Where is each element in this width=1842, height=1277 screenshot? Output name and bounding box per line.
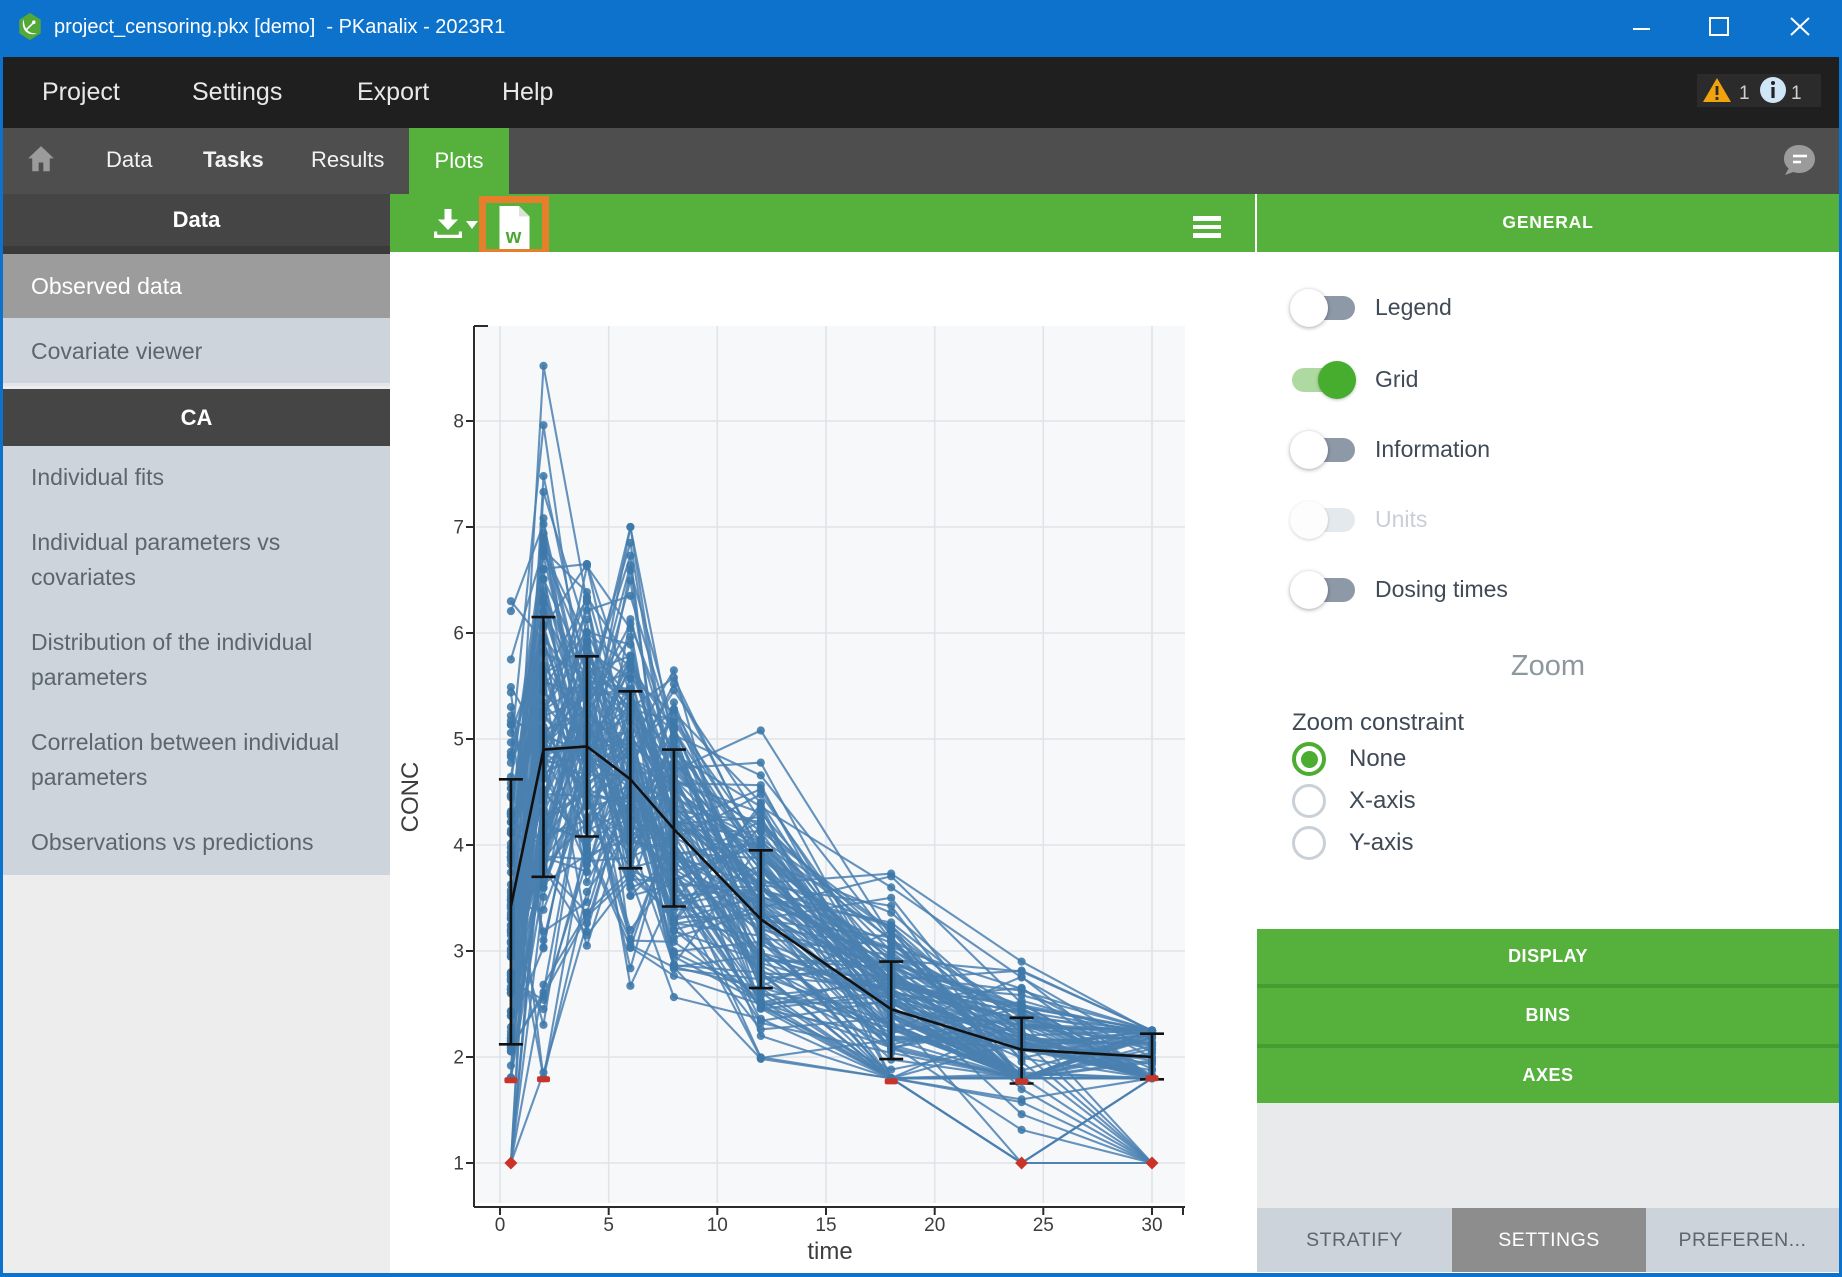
svg-text:20: 20 [924,1215,945,1236]
svg-text:1: 1 [1739,83,1750,104]
svg-text:6: 6 [453,624,464,645]
svg-text:5: 5 [453,730,464,751]
svg-text:7: 7 [453,518,464,539]
svg-text:0: 0 [495,1215,506,1236]
svg-text:4: 4 [453,836,464,857]
svg-text:w: w [505,226,522,248]
svg-text:3: 3 [453,942,464,963]
svg-text:1: 1 [1791,83,1802,104]
svg-text:2: 2 [453,1048,464,1069]
svg-text:25: 25 [1033,1215,1054,1236]
svg-text:5: 5 [603,1215,614,1236]
svg-text:8: 8 [453,412,464,433]
svg-text:time: time [807,1238,852,1265]
svg-text:10: 10 [707,1215,728,1236]
svg-text:15: 15 [815,1215,836,1236]
svg-text:CONC: CONC [397,762,424,833]
svg-text:30: 30 [1141,1215,1162,1236]
svg-text:1: 1 [453,1154,464,1175]
